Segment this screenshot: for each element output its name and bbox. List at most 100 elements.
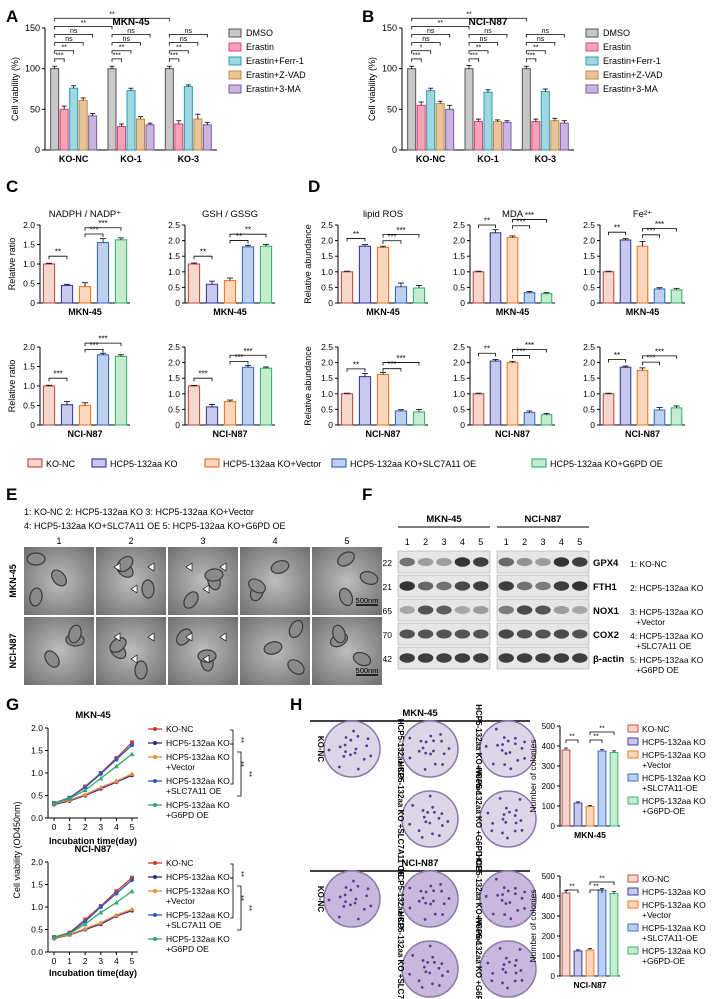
y-tick-label: 0.0	[31, 813, 43, 823]
significance-label: ***	[234, 353, 243, 362]
colony	[504, 752, 508, 755]
significance-bracket: *	[411, 44, 432, 54]
colony	[519, 969, 523, 972]
bracket-line	[230, 729, 234, 745]
x-tick-label: 3	[98, 956, 103, 966]
colony	[338, 745, 342, 749]
data-point	[129, 906, 135, 912]
legend-swatch	[627, 773, 639, 782]
y-tick-label: 2.0	[23, 342, 35, 352]
kda-marker: 65	[383, 606, 393, 616]
well-label: HCP5-132aa KO+Vector	[474, 704, 483, 794]
chart-a: 0 50 100 150 Cell viability (%) MKN-45 KO-NC KO…	[10, 12, 306, 164]
significance-label: ***	[396, 226, 405, 235]
micrograph	[24, 617, 94, 685]
data-point	[114, 757, 119, 762]
significance-bracket: **	[111, 44, 132, 54]
legend-entry: DMSO	[603, 28, 630, 38]
significance-bracket: ns	[168, 28, 208, 38]
x-axis-label: NCI-N87	[573, 980, 606, 990]
well-group-title: NCI-N87	[402, 858, 439, 869]
y-tick-label: 2.0	[321, 358, 333, 368]
significance-bracket: ***	[512, 341, 547, 353]
colony	[424, 890, 428, 894]
significance-bracket: **	[168, 44, 189, 54]
arrowhead-icon	[113, 632, 121, 642]
colony	[447, 747, 451, 750]
colony	[344, 886, 348, 889]
legend-entry: HCP5-132aa KO	[642, 796, 706, 806]
significance-bracket: ***	[468, 52, 479, 62]
colony	[518, 797, 522, 801]
bracket-line	[478, 224, 496, 228]
y-tick-label: 1.0	[31, 768, 43, 778]
colony	[411, 954, 415, 957]
y-tick-label: 0.5	[31, 791, 43, 801]
colony	[429, 752, 432, 756]
significance-bracket: **	[478, 217, 496, 228]
bar	[223, 401, 237, 426]
colony	[428, 821, 432, 825]
x-axis-label: MKN-45	[213, 307, 247, 317]
x-category-label: KO-1	[120, 154, 142, 164]
bar	[136, 118, 145, 151]
bar	[597, 889, 607, 977]
bracket-line	[237, 885, 242, 931]
colony	[514, 971, 518, 975]
blot-band	[553, 557, 570, 567]
colony	[354, 747, 358, 751]
bar	[183, 86, 193, 151]
x-category-label: KO-3	[535, 154, 557, 164]
colony	[432, 960, 436, 964]
significance-bracket: **	[54, 12, 170, 22]
colony	[504, 970, 508, 974]
significance-bracket: ***	[193, 370, 213, 382]
y-tick-label: 0.5	[168, 282, 180, 292]
significance-label: ns	[127, 28, 135, 35]
colony	[503, 763, 507, 767]
y-tick-label: 2.5	[453, 342, 465, 352]
well-label: HCP5-132aa KO	[396, 869, 405, 929]
bar	[506, 236, 519, 304]
significance-bracket: **	[229, 226, 267, 238]
legend-marker	[153, 727, 157, 731]
colony	[516, 909, 520, 912]
x-tick-label: 3	[98, 822, 103, 832]
colony	[508, 901, 512, 904]
significance-label: **	[533, 44, 539, 51]
y-tick-label: 2.0	[168, 236, 180, 246]
bracket-line	[589, 731, 615, 735]
bracket-line	[111, 42, 141, 46]
bar	[561, 749, 571, 827]
significance-label: **	[569, 884, 575, 891]
bar	[653, 409, 666, 426]
significance-bracket: ***	[512, 347, 530, 359]
arrowhead-icon	[130, 584, 138, 594]
blot-band	[473, 605, 489, 615]
colony	[420, 836, 424, 839]
y-tick-label: 100	[542, 802, 556, 811]
colony	[356, 734, 360, 738]
x-tick-label: 0	[52, 956, 57, 966]
panel-letter-a: A	[6, 7, 18, 26]
mitochondrion	[270, 560, 290, 574]
x-category-label: KO-1	[477, 154, 499, 164]
chart-title: NCI-N87	[469, 17, 508, 28]
significance-label: ***	[516, 347, 525, 356]
colony	[429, 734, 433, 738]
bracket-line	[382, 368, 402, 372]
significance-label: ***	[646, 226, 655, 235]
y-tick-label: 1.5	[31, 746, 43, 756]
legend-swatch	[228, 28, 242, 38]
colony	[433, 912, 437, 916]
bracket-line	[382, 234, 420, 238]
significance-bracket: ns	[168, 36, 199, 46]
bar	[435, 103, 445, 151]
colony	[356, 917, 360, 921]
bracket-line	[411, 42, 441, 46]
culture-well	[401, 720, 459, 778]
colony	[520, 746, 524, 750]
